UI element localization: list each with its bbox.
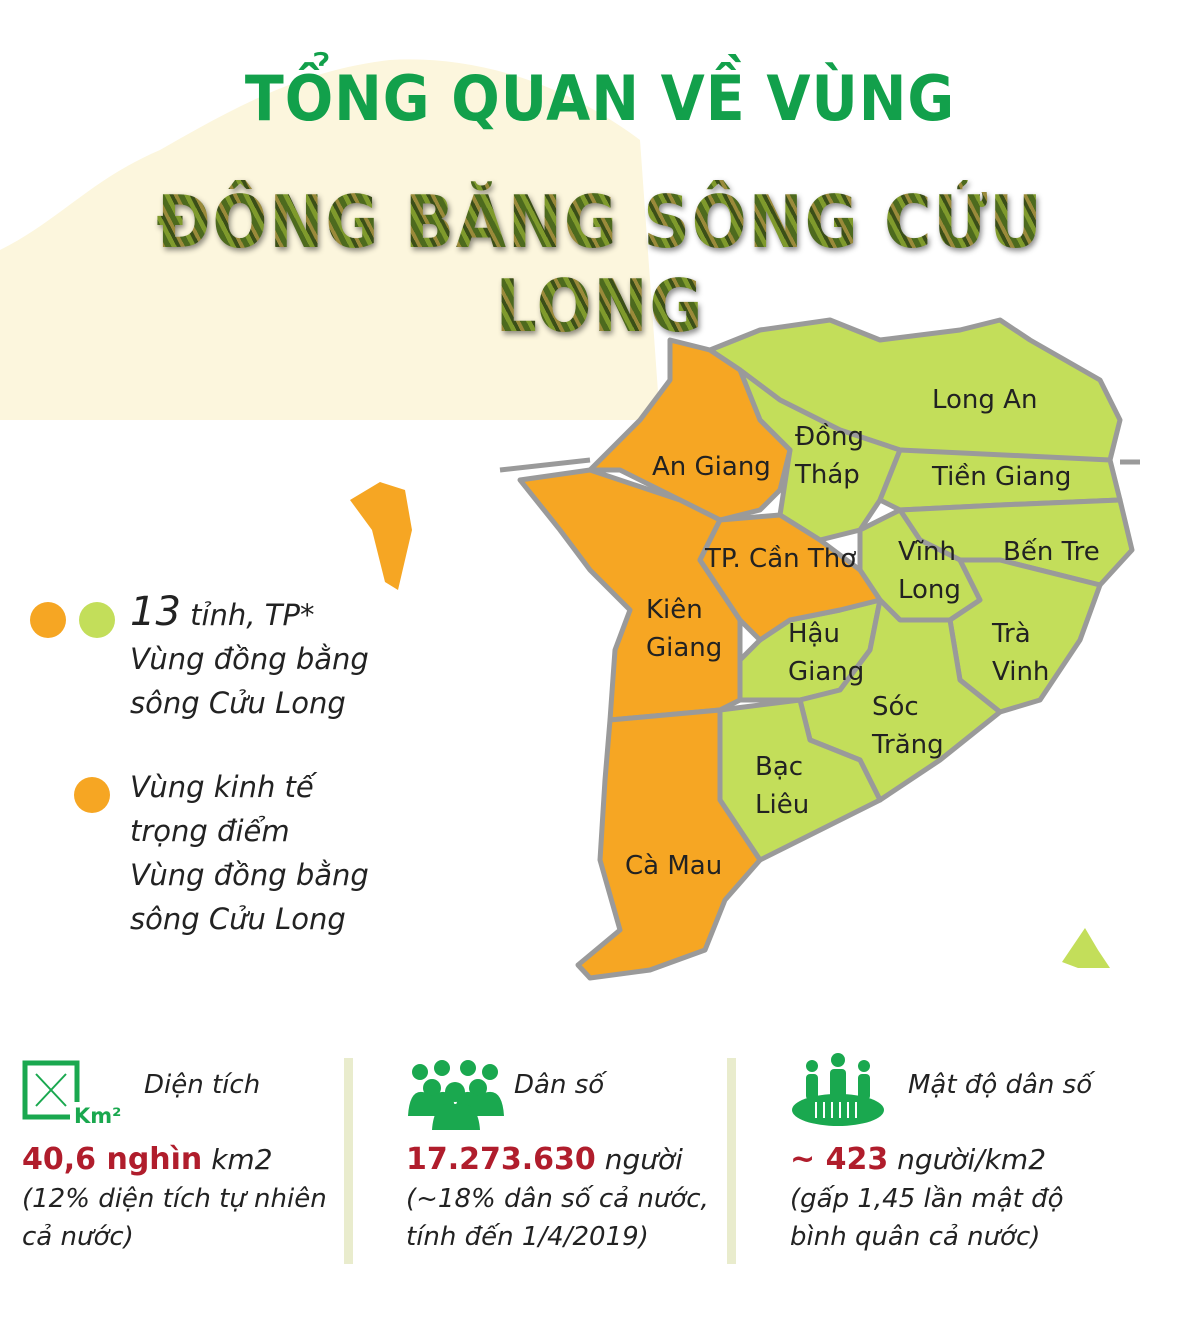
note-line: (gấp 1,45 lần mật độ bbox=[790, 1184, 1064, 1214]
label-soc-trang-2: Trăng bbox=[871, 730, 944, 760]
label-tra-vinh-2: Vinh bbox=[992, 657, 1049, 687]
label-can-tho: TP. Cần Thơ bbox=[704, 544, 856, 574]
legend-text: sông Cửu Long bbox=[130, 902, 346, 936]
stat-value-line: ~ 423 người/km2 bbox=[790, 1142, 1046, 1177]
phu-quoc-island bbox=[350, 482, 412, 590]
title-line-1: TỔNG QUAN VỀ VÙNG bbox=[244, 62, 956, 135]
label-bac-lieu-2: Liêu bbox=[755, 790, 809, 820]
stat-note: (~18% dân số cả nước, tính đến 1/4/2019) bbox=[406, 1180, 709, 1256]
note-line: (12% diện tích tự nhiên bbox=[22, 1184, 327, 1214]
legend-text: Vùng đồng bằng bbox=[130, 642, 369, 676]
label-kien-giang-1: Kiên bbox=[646, 595, 703, 625]
label-bac-lieu-1: Bạc bbox=[755, 752, 803, 782]
population-density-icon bbox=[792, 1053, 884, 1126]
note-line: cả nước) bbox=[22, 1222, 134, 1252]
divider bbox=[344, 1058, 353, 1264]
orange-dot-icon bbox=[74, 777, 110, 813]
label-dong-thap-1: Đồng bbox=[795, 422, 864, 452]
small-island bbox=[1062, 928, 1110, 968]
title-line-2: ĐỒNG BẰNG SÔNG CỬU LONG bbox=[60, 180, 1140, 348]
legend-text: Vùng kinh tế bbox=[130, 770, 314, 804]
legend-text: tỉnh, TP* bbox=[180, 598, 315, 632]
province-can-tho bbox=[697, 512, 883, 643]
stat-unit: km2 bbox=[202, 1143, 273, 1176]
legend-text: trọng điểm bbox=[130, 814, 290, 848]
province-ca-mau bbox=[575, 707, 763, 981]
legend-text: sông Cửu Long bbox=[130, 686, 346, 720]
stat-note: (12% diện tích tự nhiên cả nước) bbox=[22, 1180, 327, 1256]
label-tien-giang: Tiền Giang bbox=[931, 462, 1071, 492]
stat-label: Mật độ dân số bbox=[908, 1070, 1093, 1100]
legend-text: Vùng đồng bằng bbox=[130, 858, 369, 892]
province-tra-vinh bbox=[947, 557, 1103, 715]
note-line: tính đến 1/4/2019) bbox=[406, 1222, 649, 1252]
orange-dot-icon bbox=[30, 602, 66, 638]
population-group-icon bbox=[408, 1060, 504, 1130]
svg-text:Km²: Km² bbox=[74, 1104, 121, 1128]
stat-note: (gấp 1,45 lần mật độ bình quân cả nước) bbox=[790, 1180, 1064, 1256]
province-an-giang bbox=[587, 337, 793, 523]
label-ben-tre: Bến Tre bbox=[1003, 537, 1100, 567]
label-kien-giang-2: Giang bbox=[646, 633, 722, 663]
label-tra-vinh-1: Trà bbox=[991, 619, 1031, 649]
province-count: 13 bbox=[130, 589, 181, 635]
stat-value: 17.273.630 bbox=[406, 1142, 596, 1177]
label-dong-thap-2: Tháp bbox=[794, 460, 860, 490]
stat-label: Diện tích bbox=[144, 1070, 261, 1100]
label-soc-trang-1: Sóc bbox=[872, 692, 919, 722]
label-vinh-long-2: Long bbox=[898, 575, 961, 605]
province-kien-giang bbox=[517, 467, 743, 723]
stat-value-line: 40,6 nghìn km2 bbox=[22, 1142, 273, 1177]
label-hau-giang-2: Giang bbox=[788, 657, 864, 687]
label-long-an: Long An bbox=[932, 385, 1037, 415]
stat-label: Dân số bbox=[514, 1070, 605, 1100]
label-ca-mau: Cà Mau bbox=[625, 851, 722, 881]
stat-value: 40,6 nghìn bbox=[22, 1142, 203, 1177]
green-dot-icon bbox=[79, 602, 116, 638]
background-blob bbox=[0, 59, 660, 420]
stat-unit: người/km2 bbox=[888, 1143, 1047, 1176]
divider bbox=[727, 1058, 736, 1264]
label-an-giang: An Giang bbox=[652, 452, 771, 482]
stat-value: ~ 423 bbox=[790, 1142, 889, 1177]
label-hau-giang-1: Hậu bbox=[788, 619, 840, 649]
stat-unit: người bbox=[595, 1143, 683, 1176]
stat-value-line: 17.273.630 người bbox=[406, 1142, 683, 1177]
note-line: bình quân cả nước) bbox=[790, 1222, 1041, 1252]
label-vinh-long-1: Vĩnh bbox=[898, 537, 956, 567]
area-km2-icon: Km² bbox=[22, 1060, 121, 1128]
note-line: (~18% dân số cả nước, bbox=[406, 1184, 709, 1214]
